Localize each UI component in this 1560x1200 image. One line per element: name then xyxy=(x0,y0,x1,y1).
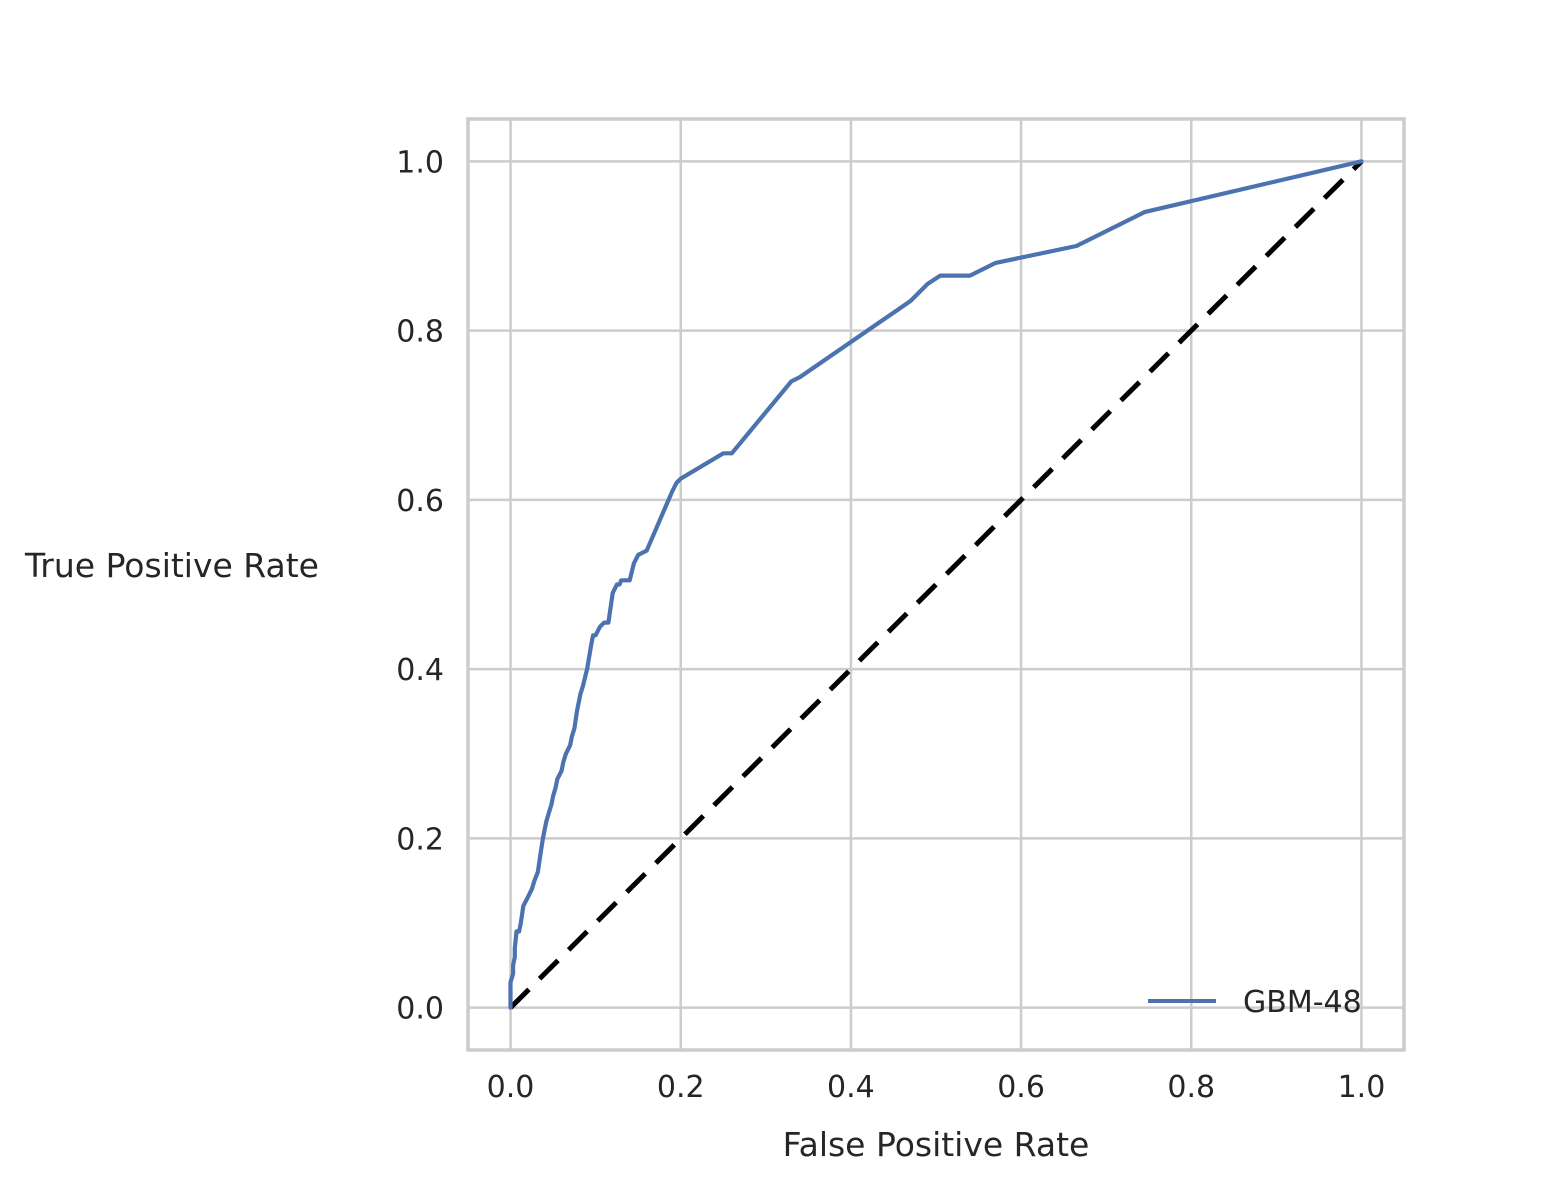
x-tick-label: 0.0 xyxy=(487,1070,535,1105)
grid-lines xyxy=(468,119,1404,1050)
y-tick-label: 0.0 xyxy=(396,992,444,1027)
plot-frame xyxy=(466,117,1406,1052)
x-axis-label: False Positive Rate xyxy=(783,1125,1090,1164)
y-axis-label: True Positive Rate xyxy=(24,546,319,585)
x-tick-label: 0.6 xyxy=(997,1070,1045,1105)
y-tick-label: 1.0 xyxy=(396,145,444,180)
x-tick-label: 0.4 xyxy=(827,1070,875,1105)
y-tick-label: 0.2 xyxy=(396,822,444,857)
y-tick-label: 0.6 xyxy=(396,484,444,519)
roc-curve-gbm-48 xyxy=(508,159,1364,1010)
reference-diagonal-line xyxy=(508,159,1364,1010)
x-tick-label: 0.2 xyxy=(657,1070,705,1105)
x-tick-label: 0.8 xyxy=(1167,1070,1215,1105)
x-tick-label: 1.0 xyxy=(1338,1070,1386,1105)
legend-label-gbm-48: GBM-48 xyxy=(1243,985,1362,1020)
tick-labels: 0.0 0.2 0.4 0.6 0.8 1.0 0.0 0.2 0.4 0.6 0.8 1.0 xyxy=(396,145,1385,1105)
y-tick-label: 0.8 xyxy=(396,315,444,350)
legend: GBM-48 xyxy=(1148,985,1362,1020)
series-layer xyxy=(508,159,1364,1010)
y-tick-label: 0.4 xyxy=(396,653,444,688)
plot-border xyxy=(466,117,1406,1052)
